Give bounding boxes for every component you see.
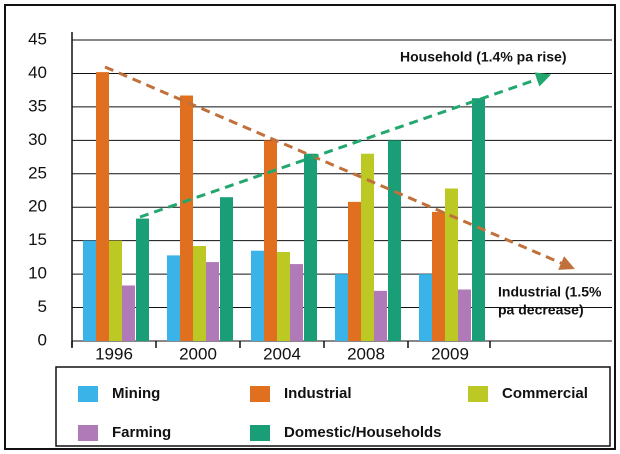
x-tick-label: 2009	[431, 344, 469, 363]
y-tick-label: 45	[28, 29, 47, 48]
bar	[206, 262, 219, 341]
frame	[4, 4, 616, 450]
legend-swatch	[250, 425, 270, 441]
bar	[122, 285, 135, 341]
legend-label: Mining	[112, 385, 160, 402]
bar	[432, 211, 445, 341]
legend-label: Industrial	[284, 385, 352, 402]
industrial-trend	[104, 65, 575, 270]
bar	[374, 290, 387, 341]
x-tick-label: 1996	[95, 344, 133, 363]
annotation: pa decrease)	[498, 302, 584, 318]
bar	[83, 240, 96, 341]
bar	[445, 188, 458, 341]
y-tick-label: 25	[28, 163, 47, 182]
bar	[193, 246, 206, 341]
y-tick-label: 0	[38, 330, 47, 349]
x-tick-label: 2004	[263, 344, 301, 363]
bar	[220, 197, 233, 341]
legend-swatch	[468, 386, 488, 402]
y-tick-label: 40	[28, 63, 47, 82]
legend-swatch	[78, 425, 98, 441]
legend-label: Domestic/Households	[284, 424, 442, 441]
y-tick-label: 15	[28, 230, 47, 249]
bar	[348, 201, 361, 341]
bar	[277, 252, 290, 341]
annotation: Household (1.4% pa rise)	[400, 49, 566, 65]
bar	[304, 153, 317, 341]
legend-swatch	[78, 386, 98, 402]
bar	[264, 140, 277, 341]
bar	[458, 289, 471, 341]
bar	[335, 274, 348, 341]
bar	[419, 274, 432, 341]
bar	[388, 140, 401, 341]
legend-box	[55, 366, 611, 447]
bar	[167, 255, 180, 341]
bar	[109, 240, 122, 341]
household-trend	[139, 72, 552, 219]
y-tick-label: 35	[28, 96, 47, 115]
bar	[472, 98, 485, 342]
bar	[290, 264, 303, 341]
bar	[136, 218, 149, 341]
bar	[251, 250, 264, 341]
y-tick-label: 5	[38, 297, 47, 316]
bar	[96, 72, 109, 342]
legend-swatch	[250, 386, 270, 402]
annotation: Industrial (1.5%	[498, 284, 602, 300]
legend-label: Farming	[112, 424, 171, 441]
bar	[361, 153, 374, 341]
y-tick-label: 20	[28, 197, 47, 216]
y-tick-label: 30	[28, 130, 47, 149]
legend-label: Commercial	[502, 385, 588, 402]
x-tick-label: 2008	[347, 344, 385, 363]
y-tick-label: 10	[28, 264, 47, 283]
x-tick-label: 2000	[179, 344, 217, 363]
bar	[180, 95, 193, 341]
